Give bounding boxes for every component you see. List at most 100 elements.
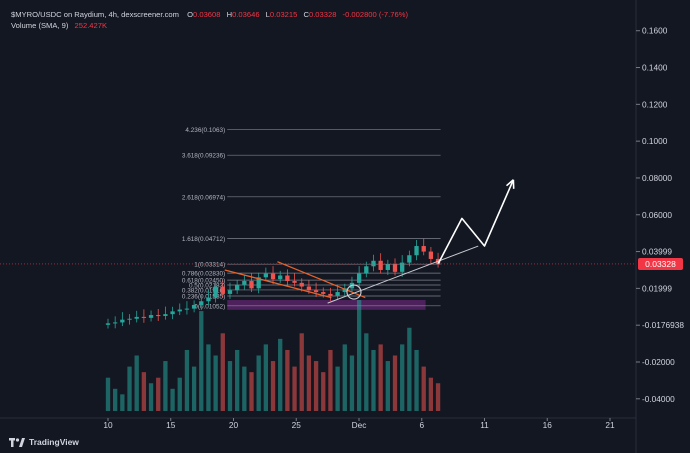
candle-body [313,290,319,293]
x-tick-label: 6 [419,420,424,430]
candles [105,238,441,329]
y-tick-label: -0.0176938 [642,320,684,330]
candle-body [191,304,197,309]
volume-bar [113,388,118,411]
volume-bar [163,361,168,411]
fib-level-label: 0.236(0.01585) [182,294,225,301]
close-label: C [303,10,309,19]
x-tick-label: 15 [166,420,176,430]
candle-body [213,286,218,298]
high-value: 0.03646 [232,10,260,19]
candle-body [385,264,390,270]
candle-body [378,260,383,270]
candle-body [206,297,211,302]
low-value: 0.03215 [269,10,298,19]
volume-bar [421,366,426,411]
volume-bar [356,300,362,411]
volume-bar [392,355,398,411]
candle-body [170,311,175,315]
high-label: H [226,10,233,19]
close-value: 0.03328 [308,10,337,19]
volume-bar [306,355,312,411]
low-label: L [265,10,270,19]
candle-body [299,282,304,287]
candle-body [242,281,247,285]
drawings [0,179,636,304]
candle-body [285,275,290,282]
volume-bar [349,355,355,411]
volume-bar [227,361,233,411]
candle-body [249,281,254,289]
y-tick-label: 0.01999 [642,283,672,293]
projected-path-arrow [437,179,515,265]
volume-bar [127,366,132,411]
x-tick-label: 16 [543,420,553,430]
y-tick-label: 0.1200 [642,99,668,109]
volume-legend: Volume (SMA, 9) 252.427K [11,20,408,31]
candle-body [127,318,132,320]
volume-value: 252.427K [74,21,108,30]
volume-bar [148,383,154,411]
volume-bar [220,333,225,411]
candle-body [141,316,147,318]
y-tick-label: 0.1000 [642,136,668,146]
volume-bar [256,355,261,411]
volume-bar [400,344,405,411]
candle-body [148,315,154,318]
volume-bar [242,366,247,411]
candle-body [120,319,125,323]
fib-level-label: 3.618(0.09236) [182,153,225,160]
volume-bar [278,338,283,411]
volume-bar [249,372,254,411]
volume-bar [364,333,369,411]
volume-bar [292,366,297,411]
brand-label: TradingView [29,437,79,447]
candle-body [263,273,269,278]
candle-body [392,264,398,272]
open-value: 0.03608 [193,10,221,19]
channel-upper-trendline [224,269,332,299]
candle-body [270,273,276,280]
y-tick-label: 0.03999 [642,247,672,257]
volume-bar [270,361,276,411]
fib-level-label: 0(0.01052) [194,303,225,310]
open-label: O [187,10,194,19]
candle-body [364,266,369,274]
y-tick-label: 0.08000 [642,173,672,183]
volume-bar [134,355,139,411]
candle-body [407,255,412,263]
fib-level-label: 1.618(0.04712) [182,236,225,243]
x-tick-label: 11 [480,420,489,430]
fib-level-label: 4.236(0.1063) [185,127,225,134]
volume-bar [235,349,240,411]
volume-bar [213,355,218,411]
volume-bar [199,311,204,411]
volume-bar [177,377,182,411]
fib-level-label: 0.786(0.02830) [182,271,225,278]
grid [0,0,637,453]
price-legend: $MYRO/USDC on Raydium, 4h, dexscreener.c… [11,9,408,20]
candle-body [306,286,312,291]
x-tick-label: Dec [352,420,367,430]
breakout-circle [346,284,362,300]
fib-zone [227,300,426,310]
candle-body [163,314,168,316]
candle-body [371,260,376,267]
candle-body [335,292,340,296]
candle-body [105,323,111,325]
candle-body [414,246,419,256]
volume-bar [435,383,441,411]
candle-body [278,275,283,280]
tradingview-logo[interactable]: TradingView [9,436,79,448]
volume-bar [299,333,304,411]
volume-bar [378,344,383,411]
x-tick-label: 25 [292,420,302,430]
volume-bar [105,377,111,411]
candle-body [328,293,333,296]
candle-body [428,251,434,259]
volume-bar [206,344,211,411]
y-tick-label: -0.02000 [642,357,675,367]
volume-bar [141,372,147,411]
